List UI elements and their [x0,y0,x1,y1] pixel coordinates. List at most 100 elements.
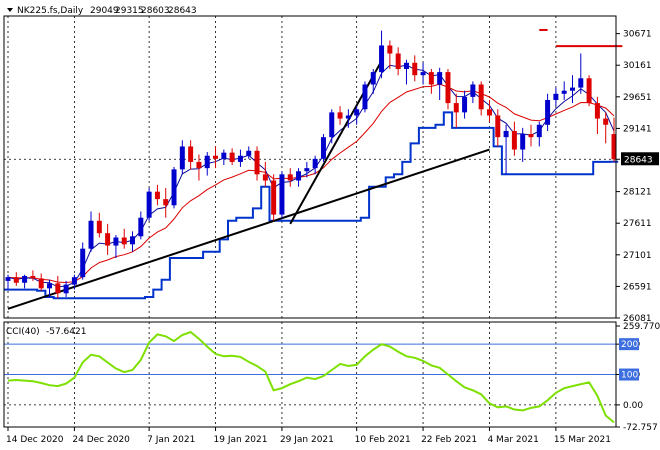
candle-body [420,72,426,76]
price-y-tick-label: 26591 [623,282,652,292]
open-value: 29049 [90,6,119,16]
candle-body [379,45,385,73]
cci-level-tag-box [619,368,639,381]
candle-body [594,103,600,119]
candle-body [470,84,476,97]
candle-body [262,174,268,181]
candle-body [320,137,326,159]
x-tick-label: 10 Feb 2021 [355,435,411,445]
candle-body [55,283,61,294]
candle-body [154,191,160,200]
cci-line [7,330,615,424]
price-y-tick-label: 29141 [623,124,652,134]
candle-body [395,53,401,70]
candle-body [586,78,592,104]
candle-body [113,237,119,246]
x-tick-label: 7 Jan 2021 [147,435,195,445]
indicator-value: -57.6421 [46,327,86,337]
candle-body [312,158,318,169]
candle-body [13,277,19,283]
candle-body [188,146,194,162]
candle-body [520,134,526,150]
indicator-name: CCI(40) [6,327,40,337]
candle-body [22,275,28,283]
price-y-tick-label: 27101 [623,251,652,261]
candle-body [88,220,94,249]
candle-body [561,90,567,94]
candle-body [146,191,152,218]
candle-body [354,109,360,116]
candle-body [213,155,219,159]
candle-body [246,150,252,156]
candle-body [403,62,409,70]
candle-body [171,169,177,206]
dropdown-arrow-icon[interactable] [7,8,13,12]
candle-body [304,168,310,172]
price-y-tick-label: 30671 [623,30,652,40]
candle-body [578,78,584,88]
price-tag: 28643 [624,155,653,165]
candle-body [553,93,559,100]
axes: 14 Dec 2020 24 Dec 2020 7 Jan 2021 19 Jan 2… [3,15,660,445]
candle-body [130,236,136,245]
x-tick-label: 24 Dec 2020 [72,435,130,445]
candle-body [337,112,343,119]
candle-body [536,124,542,138]
chart-symbol: NK225.fs,Daily [17,6,84,16]
trendline [7,148,490,310]
candle-body [478,84,484,110]
close-value: 28643 [168,6,197,16]
price-y-tick-label: 30161 [623,61,652,71]
price-y-tick-label: 29651 [623,93,652,103]
candle-body [611,134,617,160]
candle-body [495,115,501,138]
price-y-tick-label: 28121 [623,188,652,198]
candle-body [80,248,86,278]
candle-body [96,220,102,234]
cci-series [7,330,615,424]
cci-y-tick-label: -72.757 [623,423,658,433]
candle-body [370,72,376,85]
candle-body [5,277,11,281]
candle-body [229,152,235,162]
candle-body [63,284,69,294]
candle-body [428,72,434,85]
candle-body [196,161,202,169]
candle-body [163,199,169,206]
candle-body [221,152,227,159]
cci-level-tag: 100 [621,371,638,381]
candle-body [30,275,36,279]
high-value: 29315 [115,6,144,16]
candle-body [345,115,351,119]
x-tick-label: 19 Jan 2021 [214,435,268,445]
cci-y-tick-label: 259.7707 [623,322,660,332]
candle-body [121,237,127,245]
candle-body [204,155,210,169]
candle-body [179,146,185,170]
price-grid [4,16,616,318]
x-tick-label: 15 Mar 2021 [554,435,611,445]
candle-body [412,62,418,76]
cci-grid [4,322,616,427]
candle-body [503,130,509,138]
price-y-tick-label: 27611 [623,219,652,229]
candle-body [453,103,459,113]
candle-body [462,96,468,113]
cci-level-tag-box [619,338,639,351]
candle-body [237,155,243,162]
candle-body [279,174,285,215]
x-tick-label: 22 Feb 2021 [421,435,477,445]
candle-body [138,217,144,237]
x-tick-label: 14 Dec 2020 [6,435,64,445]
price-series [3,28,623,310]
candle-body [105,233,111,246]
x-tick-label: 4 Mar 2021 [487,435,538,445]
candle-body [271,180,277,215]
candle-body [387,45,393,54]
x-tick-label: 29 Jan 2021 [280,435,334,445]
candle-body [511,130,517,150]
candle-body [437,72,443,85]
candle-body [287,174,293,181]
cci-level-tag: 200 [621,340,638,350]
